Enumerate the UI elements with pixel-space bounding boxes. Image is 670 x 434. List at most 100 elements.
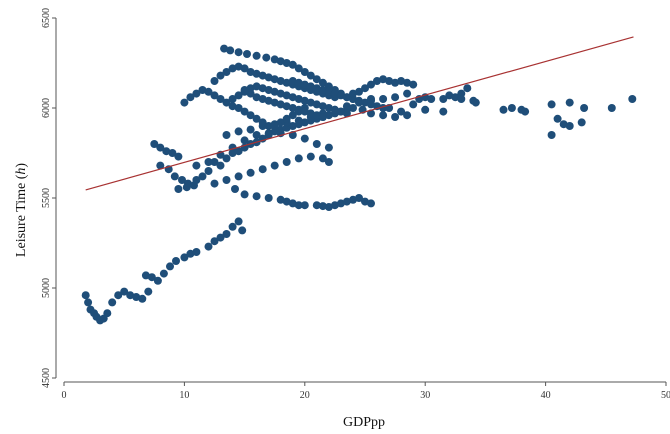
data-point xyxy=(264,194,273,202)
data-point xyxy=(330,89,339,98)
data-point xyxy=(439,107,448,116)
data-point xyxy=(324,143,333,152)
data-point xyxy=(174,185,183,193)
data-point xyxy=(288,122,297,130)
data-point xyxy=(318,78,327,87)
data-point xyxy=(318,102,327,111)
data-point xyxy=(234,172,243,181)
data-point xyxy=(222,154,231,163)
data-point xyxy=(252,131,261,139)
data-point xyxy=(300,68,309,76)
data-point xyxy=(294,201,303,210)
data-point xyxy=(156,161,165,170)
data-point xyxy=(240,107,249,116)
data-point xyxy=(246,68,255,76)
data-point xyxy=(607,104,616,112)
data-point xyxy=(306,109,315,118)
y-tick-label: 5500 xyxy=(41,188,52,208)
data-point xyxy=(547,100,556,109)
data-point xyxy=(288,199,297,208)
data-point xyxy=(361,197,369,206)
data-point xyxy=(379,95,388,103)
data-point xyxy=(421,105,430,114)
data-point xyxy=(216,161,225,170)
data-point xyxy=(234,104,243,112)
data-point xyxy=(180,253,189,262)
x-tick-label: 30 xyxy=(420,390,430,401)
data-point xyxy=(336,199,345,208)
data-point xyxy=(108,298,117,307)
data-point xyxy=(162,147,171,156)
data-point xyxy=(276,195,285,204)
data-point xyxy=(222,131,231,139)
data-point xyxy=(288,77,297,85)
data-point xyxy=(159,269,168,278)
data-point xyxy=(234,62,243,71)
data-point xyxy=(397,77,406,85)
data-point xyxy=(282,158,291,166)
data-point xyxy=(282,59,291,67)
y-tick-label: 6500 xyxy=(41,8,52,28)
data-point xyxy=(379,111,388,120)
data-point xyxy=(342,102,351,111)
x-tick-label: 0 xyxy=(62,390,67,401)
data-point xyxy=(246,84,255,93)
data-point xyxy=(192,89,201,98)
fit-line xyxy=(85,36,634,191)
x-tick-label: 50 xyxy=(661,390,670,401)
y-axis-ticks: 4500 5000 5500 6000 6500 xyxy=(41,8,56,388)
data-point xyxy=(270,161,279,170)
data-point xyxy=(342,93,351,102)
data-point xyxy=(355,87,363,96)
data-point xyxy=(300,107,309,116)
data-point xyxy=(234,48,243,57)
data-point xyxy=(288,93,297,102)
data-point xyxy=(240,64,249,73)
data-point xyxy=(294,116,303,125)
data-point xyxy=(409,100,418,109)
data-point xyxy=(174,152,183,161)
data-point xyxy=(355,194,363,202)
data-point xyxy=(172,257,180,265)
data-point xyxy=(120,287,129,296)
data-point xyxy=(306,82,315,91)
data-point xyxy=(166,262,174,271)
data-point xyxy=(228,222,237,231)
data-point xyxy=(228,102,237,111)
data-point xyxy=(367,96,375,105)
data-point xyxy=(349,104,357,112)
data-point xyxy=(391,93,400,102)
data-point xyxy=(252,114,261,123)
data-point xyxy=(210,237,219,246)
data-point xyxy=(276,118,285,127)
data-point xyxy=(385,77,394,85)
data-point xyxy=(276,100,285,109)
data-point xyxy=(262,53,271,62)
data-point xyxy=(324,158,333,166)
data-point xyxy=(367,80,375,89)
data-point xyxy=(156,143,165,152)
data-point xyxy=(226,46,235,55)
data-points xyxy=(81,44,637,325)
data-point xyxy=(324,111,333,120)
data-point xyxy=(559,120,568,129)
data-point xyxy=(373,77,381,85)
data-point xyxy=(210,77,219,85)
data-point xyxy=(222,230,231,238)
data-point xyxy=(264,129,273,138)
data-point xyxy=(300,134,309,143)
data-point xyxy=(252,93,261,102)
data-point xyxy=(318,113,327,121)
data-point xyxy=(231,185,239,193)
data-point xyxy=(186,93,195,102)
data-point xyxy=(264,122,273,130)
data-point xyxy=(168,149,177,157)
data-point xyxy=(258,84,267,93)
data-point xyxy=(342,197,351,206)
data-point xyxy=(367,109,375,118)
data-point xyxy=(234,217,243,226)
data-point xyxy=(403,78,412,87)
data-point xyxy=(318,86,327,94)
data-point xyxy=(355,96,363,105)
data-point xyxy=(264,73,273,82)
